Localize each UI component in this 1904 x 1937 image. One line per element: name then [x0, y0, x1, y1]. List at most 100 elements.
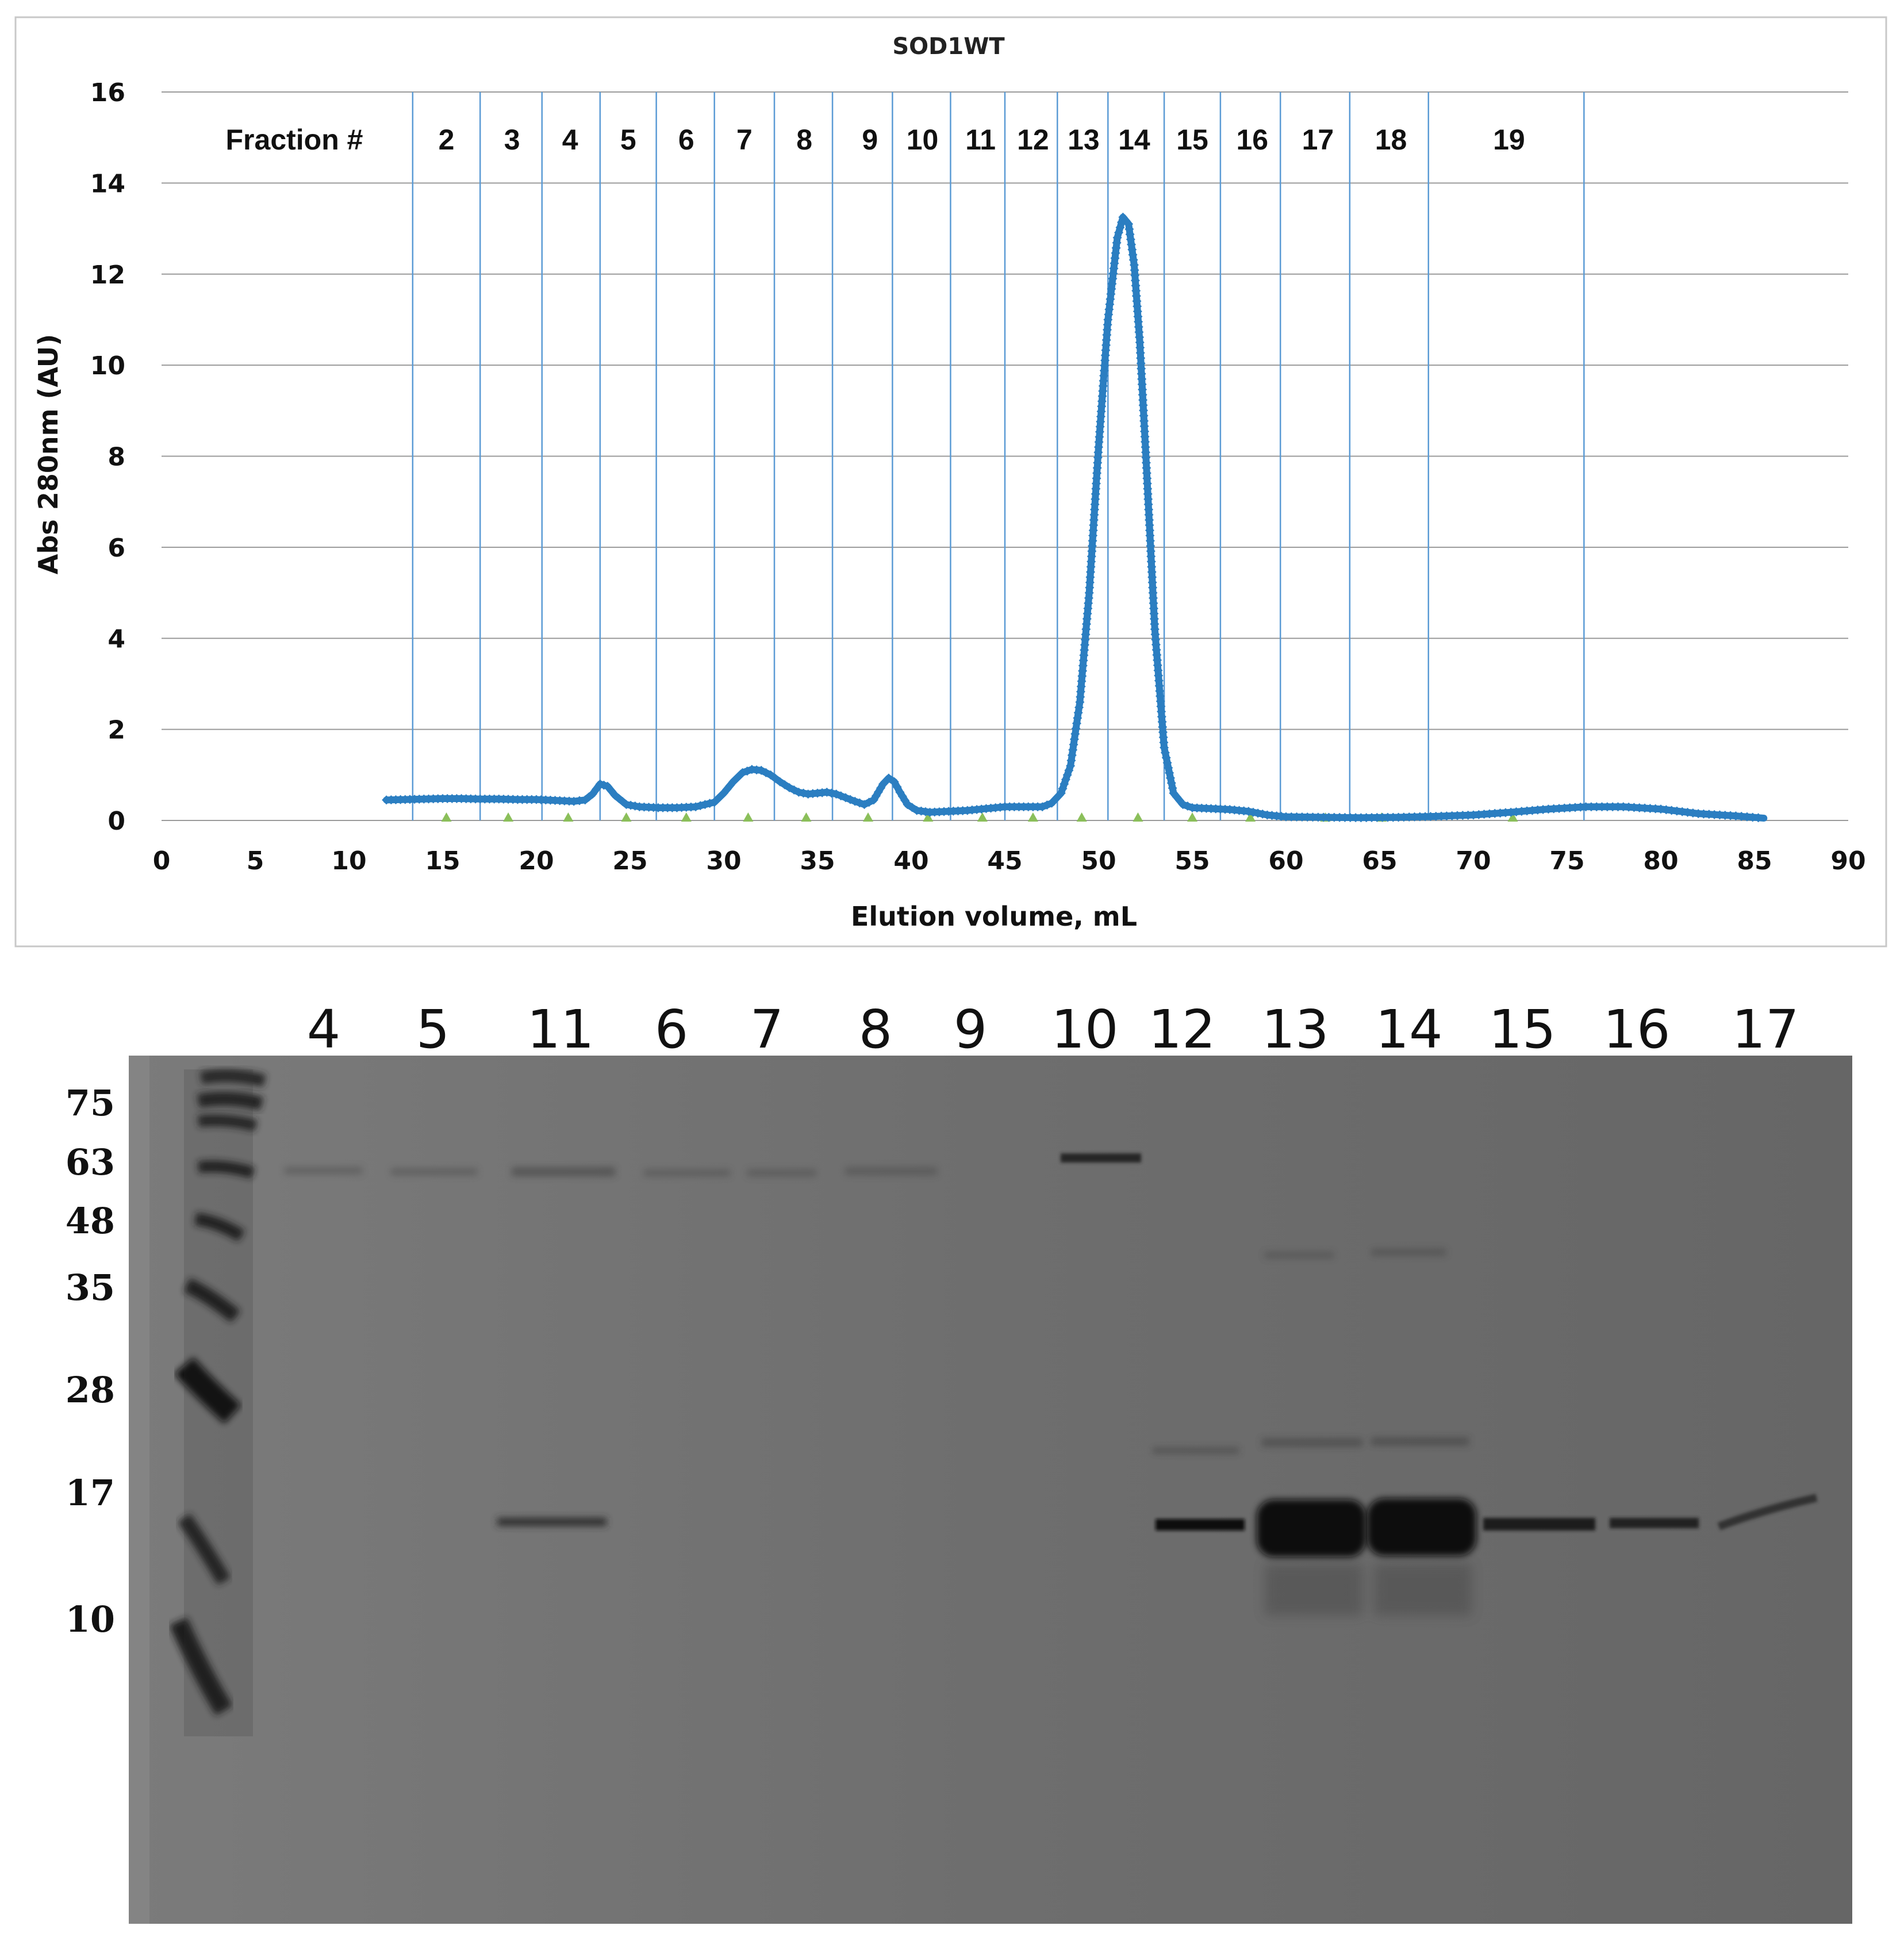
data-point [1570, 803, 1580, 812]
faint-band [1371, 1249, 1446, 1256]
fraction-label: 6 [678, 124, 694, 156]
data-point [1351, 813, 1361, 823]
x-axis-label: Elution volume, mL [851, 901, 1137, 932]
data-point [1140, 427, 1150, 436]
fraction-label: 10 [907, 124, 939, 156]
data-point [485, 794, 494, 804]
data-point [1135, 343, 1145, 352]
data-point [1303, 812, 1312, 822]
data-point [1137, 364, 1146, 374]
mw-label: 48 [66, 1200, 115, 1242]
data-point [1143, 484, 1153, 494]
data-point [1134, 327, 1144, 337]
data-point [1426, 812, 1435, 822]
data-point [1086, 567, 1096, 577]
band-lane-11 [497, 1518, 606, 1526]
gel-lane-label: 17 [1732, 999, 1799, 1060]
ladder-band [169, 1617, 233, 1716]
data-point [1130, 275, 1140, 285]
data-point [1153, 661, 1162, 670]
data-point [1082, 614, 1092, 624]
y-tick-labels: 0 2 4 6 8 10 12 14 16 [90, 78, 125, 836]
data-point [1287, 812, 1296, 822]
data-point [1677, 807, 1687, 816]
data-point [1388, 812, 1398, 822]
data-point [1710, 810, 1719, 819]
data-point [1129, 260, 1139, 270]
data-point [1147, 572, 1157, 582]
data-point [1094, 437, 1104, 447]
data-point [1602, 802, 1612, 812]
data-point [1077, 671, 1087, 681]
fraction-label: 8 [796, 124, 812, 156]
fraction-marker [681, 812, 692, 822]
fraction-label: 9 [862, 124, 878, 156]
fraction-label: 3 [504, 124, 520, 156]
faint-band [1265, 1252, 1334, 1258]
ladder-band [178, 1513, 231, 1585]
data-point [1500, 808, 1510, 818]
molecular-weight-labels: 75 63 48 35 28 17 10 [66, 1082, 115, 1640]
data-point [1479, 810, 1489, 819]
chromatogram-panel: SOD1WT Fraction # 2 3 4 5 6 7 8 9 10 11 12 13 14 15 16… [14, 16, 1887, 948]
fraction-marker [1076, 812, 1087, 822]
data-point [1098, 386, 1108, 396]
data-point [1281, 812, 1291, 822]
data-point [527, 795, 536, 804]
fraction-header: Fraction # [226, 124, 363, 156]
faint-band [391, 1168, 477, 1175]
gel-lane-label: 4 [307, 999, 341, 1060]
data-point [1096, 406, 1106, 416]
x-tick-label: 25 [612, 846, 647, 876]
data-point [1091, 489, 1100, 499]
data-point [1093, 447, 1103, 457]
data-point [1078, 666, 1088, 676]
x-tick-label: 45 [987, 846, 1022, 876]
data-point [1087, 541, 1097, 551]
data-point [1087, 557, 1096, 566]
data-point [1131, 286, 1141, 296]
data-point [1683, 807, 1692, 817]
data-point [1087, 546, 1097, 556]
data-point [1150, 624, 1160, 634]
data-point [1098, 381, 1108, 391]
data-point [569, 796, 579, 806]
data-point [1458, 811, 1468, 820]
band-lane-16 [1610, 1518, 1699, 1528]
fraction-marker [743, 812, 754, 822]
data-point [1094, 442, 1103, 452]
data-point [1102, 330, 1112, 340]
data-point [1292, 812, 1302, 822]
data-point [1154, 670, 1164, 680]
data-point [1138, 400, 1148, 410]
sod1-bands [497, 1494, 1818, 1616]
y-tick-label: 14 [90, 169, 125, 198]
gel-lane-label: 6 [655, 999, 689, 1060]
data-point [1597, 802, 1607, 812]
faint-band [1371, 1437, 1469, 1445]
data-point [1091, 484, 1101, 494]
data-point [1319, 812, 1329, 822]
data-point [1138, 385, 1147, 394]
gel-lane-label: 7 [750, 999, 784, 1060]
ladder-band [198, 1114, 258, 1131]
faint-band [1262, 1439, 1362, 1447]
x-tick-labels: 0 5 10 15 20 25 30 35 40 45 50 55 60 65 70 75 80 85 90 [153, 846, 1866, 876]
data-point [1080, 645, 1089, 655]
data-point [1101, 346, 1111, 355]
fraction-label: 5 [620, 124, 636, 156]
data-point [1345, 813, 1355, 823]
data-point [1093, 458, 1103, 467]
data-point [1088, 536, 1097, 546]
data-point [1742, 812, 1752, 822]
data-point [1135, 348, 1145, 358]
data-point [1576, 802, 1586, 812]
data-point [1356, 813, 1366, 823]
data-point [1146, 546, 1156, 556]
gel-lane-label: 13 [1261, 999, 1329, 1060]
data-point [1082, 609, 1092, 619]
ladder-smear [184, 1069, 253, 1736]
data-point [1019, 802, 1028, 812]
data-point [1132, 296, 1142, 306]
data-point [1159, 738, 1169, 747]
